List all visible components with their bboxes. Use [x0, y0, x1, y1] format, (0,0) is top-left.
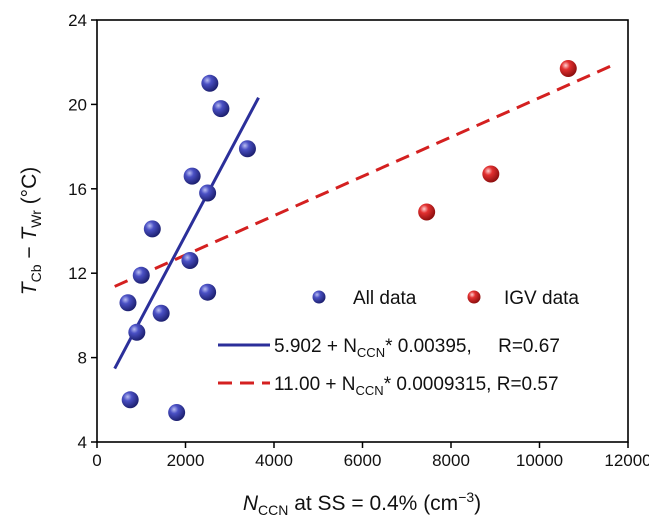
y-tick-label: 12	[68, 264, 87, 283]
fit-lines	[113, 64, 611, 370]
legend-label-all-data: All data	[353, 288, 417, 309]
x-tick-label: 8000	[432, 451, 470, 470]
data-point-all-data	[201, 74, 219, 92]
x-tick-label: 2000	[167, 451, 205, 470]
x-axis-title: NCCN at SS = 0.4% (cm−3)	[243, 489, 481, 518]
legend-marker-all-data	[312, 290, 326, 304]
y-tick-label: 20	[68, 95, 87, 114]
legend-label-red-fit: 11.00 + NCCN* 0.0009315, R=0.57	[274, 374, 559, 398]
x-tick-label: 10000	[516, 451, 563, 470]
data-point-all-data	[121, 391, 139, 409]
data-points	[119, 60, 577, 421]
x-tick-label: 12000	[604, 451, 649, 470]
y-tick-label: 16	[68, 180, 87, 199]
data-point-all-data	[238, 140, 256, 158]
fit-line-igv-data	[114, 64, 611, 288]
y-axis-title: TCb − TWr (°C)	[18, 167, 44, 296]
data-point-igv-data	[559, 60, 577, 78]
data-point-all-data	[128, 323, 146, 341]
data-point-all-data	[199, 283, 217, 301]
legend: All data IGV data 5.902 + NCCN* 0.00395,…	[218, 288, 579, 398]
legend-label-igv-data: IGV data	[504, 288, 579, 309]
data-point-all-data	[181, 252, 199, 270]
x-axis-ticks: 0 2000 4000 6000 8000 10000 12000	[92, 442, 649, 470]
y-tick-label: 24	[68, 11, 87, 30]
y-axis-ticks: 4 8 12 16 20 24	[68, 11, 97, 452]
data-point-all-data	[152, 304, 170, 322]
x-tick-label: 4000	[255, 451, 293, 470]
data-point-all-data	[168, 403, 186, 421]
data-point-all-data	[132, 266, 150, 284]
data-point-igv-data	[418, 203, 436, 221]
data-point-igv-data	[482, 165, 500, 183]
data-point-all-data	[183, 167, 201, 185]
y-tick-label: 4	[78, 433, 87, 452]
data-point-all-data	[119, 294, 137, 312]
data-point-all-data	[212, 100, 230, 118]
legend-marker-igv-data	[467, 290, 481, 304]
data-point-all-data	[143, 220, 161, 238]
legend-label-blue-fit: 5.902 + NCCN* 0.00395, R=0.67	[274, 336, 560, 360]
x-tick-label: 0	[92, 451, 101, 470]
data-point-all-data	[199, 184, 217, 202]
x-tick-label: 6000	[344, 451, 382, 470]
fit-line-all-data	[113, 96, 260, 370]
y-tick-label: 8	[78, 349, 87, 368]
